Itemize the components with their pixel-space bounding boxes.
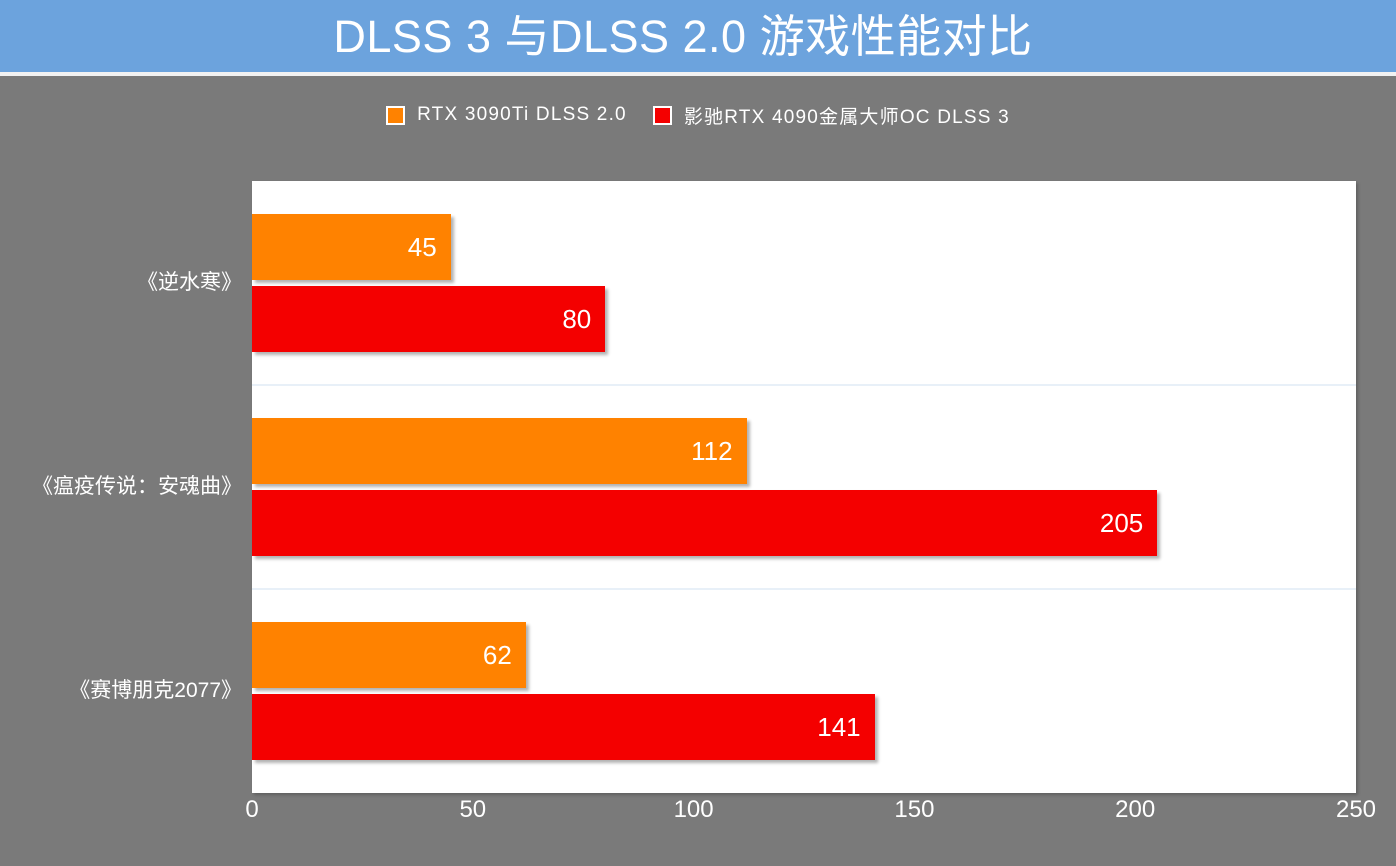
page-title: DLSS 3 与DLSS 2.0 游戏性能对比 bbox=[333, 10, 1033, 62]
bar-value-label: 62 bbox=[482, 640, 512, 670]
bar-value-label: 205 bbox=[1099, 508, 1144, 538]
gridline bbox=[252, 588, 1356, 590]
title-divider bbox=[0, 72, 1396, 76]
x-axis-tick-label: 0 bbox=[245, 796, 259, 823]
bar: 62 bbox=[252, 622, 526, 688]
bar: 80 bbox=[252, 286, 606, 352]
category-label: 《逆水寒》 bbox=[137, 271, 242, 294]
plot-area: 45 80 112 205 62 141 bbox=[252, 181, 1356, 793]
bar-row: 112 bbox=[252, 418, 1356, 484]
category-label: 《赛博朋克2077》 bbox=[69, 679, 242, 702]
legend-item: 影驰RTX 4090金属大师OC DLSS 3 bbox=[652, 102, 1010, 129]
bar-value-label: 141 bbox=[817, 712, 861, 742]
legend-item: RTX 3090Ti DLSS 2.0 bbox=[386, 104, 627, 126]
bar-row: 80 bbox=[252, 286, 1356, 352]
x-axis-tick-label: 200 bbox=[1115, 796, 1156, 823]
bar: 112 bbox=[252, 418, 747, 484]
bar: 205 bbox=[252, 490, 1158, 556]
gridline bbox=[252, 384, 1356, 386]
bar-value-label: 45 bbox=[407, 232, 437, 262]
legend-item-label: 影驰RTX 4090金属大师OC DLSS 3 bbox=[683, 106, 1010, 128]
bar: 141 bbox=[252, 694, 875, 760]
legend-swatch-icon bbox=[652, 105, 672, 125]
bar-row: 62 bbox=[252, 622, 1356, 688]
legend-item-label: RTX 3090Ti DLSS 2.0 bbox=[417, 104, 627, 125]
bar: 45 bbox=[252, 214, 451, 280]
bar-row: 205 bbox=[252, 490, 1356, 556]
legend-swatch-icon bbox=[386, 105, 406, 125]
category-label: 《瘟疫传说：安魂曲》 bbox=[32, 475, 242, 498]
chart-legend: RTX 3090Ti DLSS 2.0 影驰RTX 4090金属大师OC DLSS… bbox=[0, 98, 1396, 132]
x-axis-tick-label: 150 bbox=[894, 796, 935, 823]
x-axis-tick-label: 250 bbox=[1335, 796, 1377, 823]
bar-value-label: 80 bbox=[562, 304, 592, 334]
x-axis-tick-label: 100 bbox=[673, 796, 714, 823]
x-axis-tick-label: 50 bbox=[459, 796, 487, 823]
bar-value-label: 112 bbox=[691, 436, 733, 466]
bar-row: 141 bbox=[252, 694, 1356, 760]
title-banner: DLSS 3 与DLSS 2.0 游戏性能对比 bbox=[0, 0, 1396, 72]
bar-row: 45 bbox=[252, 214, 1356, 280]
